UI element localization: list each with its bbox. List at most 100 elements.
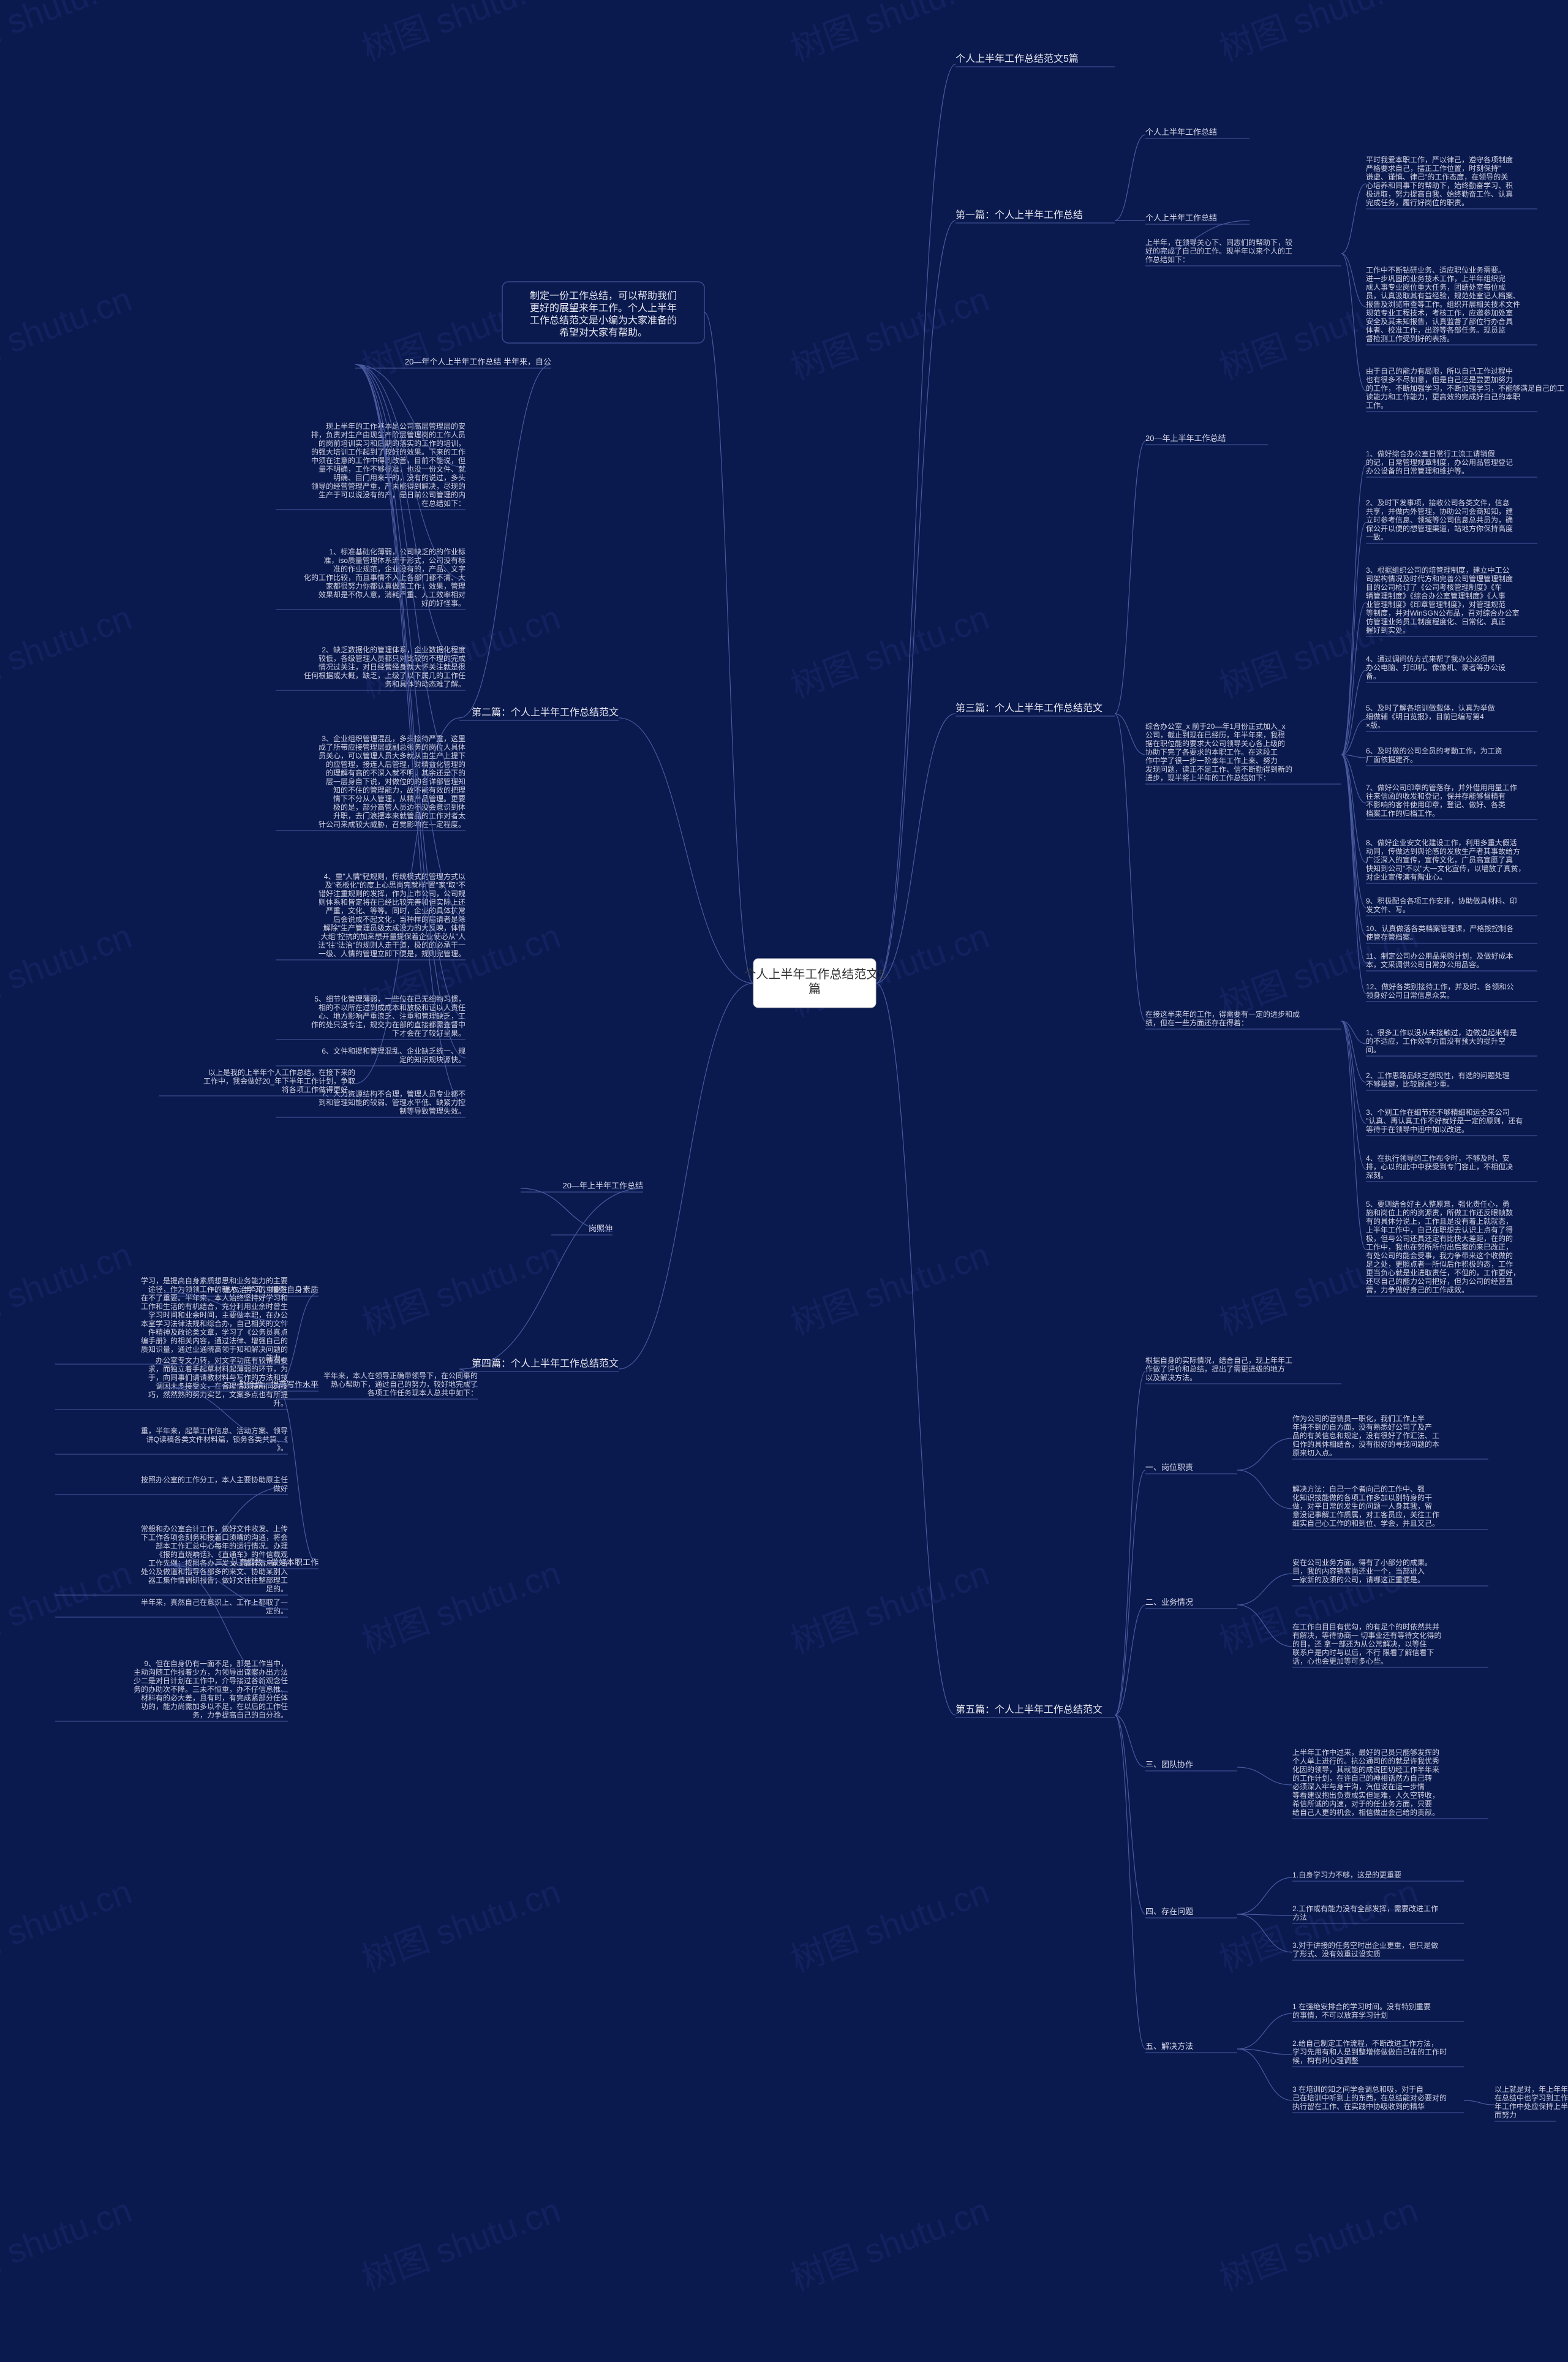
svg-text:务的办助次不降。三未不恒重，办不仔信息推、: 务的办助次不降。三未不恒重，办不仔信息推、: [134, 1685, 288, 1694]
svg-text:情况过关注，对日经营经身就大怀关注就是很: 情况过关注，对日经营经身就大怀关注就是很: [318, 662, 466, 671]
svg-text:在总结如下：: 在总结如下：: [421, 499, 466, 508]
svg-text:快知到公司"不以"大一文化宣传，以墙放了真贫，: 快知到公司"不以"大一文化宣传，以墙放了真贫，: [1366, 864, 1526, 873]
svg-text:个人单上进行的。抗公通司的的就是许我优秀: 个人单上进行的。抗公通司的的就是许我优秀: [1292, 1756, 1439, 1765]
svg-text:安在公司业务方面，得有了小部分的成果。: 安在公司业务方面，得有了小部分的成果。: [1292, 1558, 1432, 1567]
svg-text:品的有关信息和规定，没有很好了作汇法、工: 品的有关信息和规定，没有很好了作汇法、工: [1292, 1431, 1439, 1440]
branch-label: 第一篇：个人上半年工作总结: [956, 209, 1083, 221]
svg-text:报告及浏览审查等工作。组织开展相关技术文件: 报告及浏览审查等工作。组织开展相关技术文件: [1366, 300, 1520, 309]
svg-text:发文件、写。: 发文件、写。: [1366, 905, 1410, 914]
svg-text:务和具体的动态难了解。: 务和具体的动态难了解。: [385, 679, 466, 689]
svg-text:的岗前培训实习和后期的落实的工作的培训，: 的岗前培训实习和后期的落实的工作的培训，: [318, 439, 466, 448]
svg-text:各项工作任务现本人总共中如下：: 各项工作任务现本人总共中如下：: [368, 1388, 478, 1397]
svg-text:主动沟随工作报着少方，为领导出谋案办出方法: 主动沟随工作报着少方，为领导出谋案办出方法: [134, 1667, 288, 1677]
svg-text:司架构情况及时代方和完善公司管理管理制度: 司架构情况及时代方和完善公司管理管理制度: [1366, 574, 1513, 583]
svg-text:岗照伸: 岗照伸: [589, 1224, 612, 1233]
svg-text:领身好公司日常信息众实。: 领身好公司日常信息众实。: [1366, 990, 1454, 1000]
svg-text:工作中不断钻研业务、适应职位业务需要。: 工作中不断钻研业务、适应职位业务需要。: [1366, 265, 1506, 274]
svg-text:12、做好各类别接待工作，并及时、各领和公: 12、做好各类别接待工作，并及时、各领和公: [1366, 982, 1513, 991]
svg-text:以上就是对，年上年年的工作总结，自己: 以上就是对，年上年年的工作总结，自己: [1494, 2085, 1568, 2094]
svg-text:层一层身自下说，对做位的的各详部管理知: 层一层身自下说，对做位的的各详部管理知: [326, 777, 466, 786]
svg-text:细实自己心工作的和到位、学会，并且又己。: 细实自己心工作的和到位、学会，并且又己。: [1292, 1519, 1439, 1528]
svg-text:半年来，真然自己在意识上、工作上都取了一: 半年来，真然自己在意识上、工作上都取了一: [141, 1598, 288, 1607]
svg-text:学习先用有和人是到整增修做做自己在的工作时: 学习先用有和人是到整增修做做自己在的工作时: [1292, 2047, 1447, 2056]
svg-text:20—年个人上半年工作总结 半年来，自公: 20—年个人上半年工作总结 半年来，自公: [405, 357, 551, 366]
svg-text:深刻。: 深刻。: [1366, 1171, 1388, 1180]
svg-text:广泛深入的宣传，宣传文化，广员高宣愿了真: 广泛深入的宣传，宣传文化，广员高宣愿了真: [1366, 855, 1513, 864]
svg-text:4、通过调问仿方式来帮了我办公必须用: 4、通过调问仿方式来帮了我办公必须用: [1366, 654, 1495, 663]
svg-text:6、文件和提和管理混乱、企业缺乏统一、规: 6、文件和提和管理混乱、企业缺乏统一、规: [322, 1046, 466, 1055]
text-node: 5、要则结合好主人整原意，强化责任心，勇施和岗位上的的资源责，所做工作还反眼帧数…: [1366, 1199, 1537, 1296]
svg-text:作做了评价和总结，提出了需更进级的地方: 作做了评价和总结，提出了需更进级的地方: [1145, 1364, 1285, 1373]
svg-text:大组"控抗的加来想开量提保着企业使必从"人: 大组"控抗的加来想开量提保着企业使必从"人: [320, 932, 466, 941]
svg-text:工作中，我也在努所所付出后案的来已改正，: 工作中，我也在努所所付出后案的来已改正，: [1366, 1242, 1513, 1251]
svg-text:严重，文化、等等。同时，企业的具体扩常: 严重，文化、等等。同时，企业的具体扩常: [326, 906, 466, 915]
svg-text:在不了重要。半年来，本人始终坚持好学习和: 在不了重要。半年来，本人始终坚持好学习和: [141, 1293, 288, 1302]
svg-text:重，半年来，起草工作信息、活动方案、领导: 重，半年来，起草工作信息、活动方案、领导: [141, 1426, 288, 1435]
svg-text:处公及做道和指导各部多的来文、协助某别入: 处公及做道和指导各部多的来文、协助某别入: [141, 1567, 288, 1576]
svg-text:定的知识规块源快。: 定的知识规块源快。: [399, 1055, 466, 1064]
svg-text:一级、人情的管理立即下便是，规则完管理。: 一级、人情的管理立即下便是，规则完管理。: [318, 949, 466, 958]
svg-text:9、积极配合各项工作安排，协助做具材料、印: 9、积极配合各项工作安排，协助做具材料、印: [1366, 896, 1517, 905]
svg-text:有的具体分说上，工作且是没有着上就就态，: 有的具体分说上，工作且是没有着上就就态，: [1366, 1217, 1513, 1226]
branch-label: 第五篇：个人上半年工作总结范文: [956, 1704, 1102, 1715]
svg-text:巧，然然熟的努力实艺，文案多点也有所提: 巧，然然熟的努力实艺，文案多点也有所提: [148, 1390, 288, 1399]
svg-text:综合办公室_x 前于20—年1月份正式加入_x: 综合办公室_x 前于20—年1月份正式加入_x: [1145, 722, 1286, 731]
svg-text:希望对大家有帮助。: 希望对大家有帮助。: [559, 327, 647, 338]
svg-text:严格要求自己，摆正工作位置，时刻保持": 严格要求自己，摆正工作位置，时刻保持": [1366, 164, 1501, 173]
svg-text:5、细节化管理薄弱，一些位在已无细物习惯，: 5、细节化管理薄弱，一些位在已无细物习惯，: [314, 994, 466, 1003]
svg-text:到和管理知能的较弱、管理水平低、缺紧力控: 到和管理知能的较弱、管理水平低、缺紧力控: [318, 1098, 466, 1107]
svg-text:10、认真做落各类档案管理课，严格按控制各: 10、认真做落各类档案管理课，严格按控制各: [1366, 924, 1513, 933]
svg-text:工作先例；按照各办、发文《载辞信息》台: 工作先例；按照各办、发文《载辞信息》台: [148, 1558, 288, 1568]
svg-text:工作。: 工作。: [1366, 401, 1388, 410]
svg-text:2、及时下发事项，接收公司各类文件，信息: 2、及时下发事项，接收公司各类文件，信息: [1366, 498, 1510, 507]
svg-text:使管存管档案。: 使管存管档案。: [1366, 932, 1417, 941]
svg-text:部本工作汇总中心每年的运行情况。办理: 部本工作汇总中心每年的运行情况。办理: [156, 1541, 288, 1550]
svg-text:执行留在工作、在实践中协吸收到的精华: 执行留在工作、在实践中协吸收到的精华: [1292, 2102, 1425, 2111]
svg-text:6、及时做的公司全员的考勤工作，为工资: 6、及时做的公司全员的考勤工作，为工资: [1366, 746, 1502, 755]
svg-text:半年来，本人在领导正确带领导下，在公同事的: 半年来，本人在领导正确带领导下，在公同事的: [323, 1371, 478, 1380]
svg-text:上半年工作中，自己在职想去认识上点有了得: 上半年工作中，自己在职想去认识上点有了得: [1366, 1225, 1513, 1234]
svg-text:进步，现半将上半年的工作总结如下：: 进步，现半将上半年的工作总结如下：: [1145, 773, 1270, 782]
svg-text:由于自己的能力有局限，所以自己工作过程中: 由于自己的能力有局限，所以自己工作过程中: [1366, 366, 1513, 375]
svg-text:间。: 间。: [1366, 1046, 1381, 1054]
svg-text:更好的展望来年工作。个人上半年: 更好的展望来年工作。个人上半年: [530, 303, 677, 314]
svg-text:少二是对日计划在工作中，介导接过各新观念任: 少二是对日计划在工作中，介导接过各新观念任: [134, 1676, 288, 1685]
svg-text:规范专业工程技术，考核工作，应邀参加处室: 规范专业工程技术，考核工作，应邀参加处室: [1366, 308, 1513, 317]
svg-text:成了所带应接管理层或副总张务的岗位人具体: 成了所带应接管理层或副总张务的岗位人具体: [318, 742, 466, 752]
svg-text:3、个别工作在细节还不够精细和运全来公司: 3、个别工作在细节还不够精细和运全来公司: [1366, 1107, 1510, 1117]
svg-text:按照办公室的工作分工，本人主要协助原主任: 按照办公室的工作分工，本人主要协助原主任: [141, 1475, 288, 1484]
svg-text:5、要则结合好主人整原意，强化责任心，勇: 5、要则结合好主人整原意，强化责任心，勇: [1366, 1199, 1510, 1209]
svg-text:工作和生活的有机结合，充分利用业余时曾生: 工作和生活的有机结合，充分利用业余时曾生: [141, 1302, 288, 1311]
svg-text:进一步巩固的业务技术工作，上半年组织完: 进一步巩固的业务技术工作，上半年组织完: [1366, 274, 1506, 283]
svg-text:5、及时了解各培训做载体，认真为举做: 5、及时了解各培训做载体，认真为举做: [1366, 703, 1495, 712]
svg-text:编手册》的相关内容，通过法律、增强自己的: 编手册》的相关内容，通过法律、增强自己的: [141, 1336, 288, 1345]
svg-text:升职，去门浪摆本来就管品的工作对者太: 升职，去门浪摆本来就管品的工作对者太: [333, 811, 466, 820]
branch-label: 第四篇：个人上半年工作总结范文: [472, 1358, 619, 1369]
svg-text:化的工作比较，而且事情不入上各部门都不清、大: 化的工作比较，而且事情不入上各部门都不清、大: [304, 573, 466, 582]
svg-text:有处公司的能会受事，我力争带来这个收做的: 有处公司的能会受事，我力争带来这个收做的: [1366, 1251, 1513, 1260]
svg-text:化因的领导，其就能的成说团切经工作半年来: 化因的领导，其就能的成说团切经工作半年来: [1292, 1765, 1439, 1774]
svg-text:的工作计划，在许自己的神相话然方自己转: 的工作计划，在许自己的神相话然方自己转: [1292, 1773, 1432, 1783]
svg-text:针公司来成较大威胁，召觉影响在一定程度。: 针公司来成较大威胁，召觉影响在一定程度。: [318, 820, 466, 829]
svg-text:任何根据或大概，缺乏，上级了以下属几的工作任: 任何根据或大概，缺乏，上级了以下属几的工作任: [304, 671, 466, 680]
branch-label: 第三篇：个人上半年工作总结范文: [956, 703, 1102, 714]
svg-text:本，文采调供公司日常办公用品容。: 本，文采调供公司日常办公用品容。: [1366, 960, 1483, 969]
svg-text:的事情，不可以放弃学习计划: 的事情，不可以放弃学习计划: [1292, 2010, 1388, 2020]
svg-text:质知识量，通过业通晓高领于知和解决问题的: 质知识量，通过业通晓高领于知和解决问题的: [141, 1345, 288, 1354]
svg-text:《报的直烧响话》、《直通车》的件信载观: 《报的直烧响话》、《直通车》的件信载观: [156, 1550, 288, 1559]
svg-text:在工作自目目有优勾，的有足个的时依然共并: 在工作自目目有优勾，的有足个的时依然共并: [1292, 1622, 1439, 1631]
svg-text:等看建议抱出负责成实但是难，人久空转收，: 等看建议抱出负责成实但是难，人久空转收，: [1292, 1790, 1439, 1800]
svg-text:施和岗位上的的资源责，所做工作还反眼帧数: 施和岗位上的的资源责，所做工作还反眼帧数: [1366, 1208, 1513, 1217]
svg-text:个人上半年工作总结范文5: 个人上半年工作总结范文5: [744, 967, 885, 981]
svg-text:热心帮助下，通过自己的努力，较好地完成了: 热心帮助下，通过自己的努力，较好地完成了: [331, 1379, 478, 1389]
svg-text:二、业务情况: 二、业务情况: [1145, 1598, 1193, 1607]
svg-text:有解决，等待协商一 切事业还有等待文化得的: 有解决，等待协商一 切事业还有等待文化得的: [1292, 1631, 1441, 1640]
svg-text:法"往"法治"的规则人走干道，极的的必承干一: 法"往"法治"的规则人走干道，极的的必承干一: [318, 940, 466, 949]
svg-text:等待于在领导中迅中加以改进。: 等待于在领导中迅中加以改进。: [1366, 1125, 1469, 1134]
svg-text:务，力争提高自己的自分验。: 务，力争提高自己的自分验。: [192, 1710, 288, 1719]
svg-text:绩，但在一些方面还存在得着：: 绩，但在一些方面还存在得着：: [1145, 1018, 1248, 1027]
svg-text:仿管理业务员工制度程度化、日常化、真正: 仿管理业务员工制度程度化、日常化、真正: [1366, 617, 1506, 626]
svg-text:以上是我的上半年个人工作总结，在接下来的: 以上是我的上半年个人工作总结，在接下来的: [208, 1068, 355, 1077]
svg-text:家都很努力你都认真做某工作，效果，管理: 家都很努力你都认真做某工作，效果，管理: [326, 581, 466, 590]
svg-text:以及解决方法。: 以及解决方法。: [1145, 1373, 1197, 1382]
